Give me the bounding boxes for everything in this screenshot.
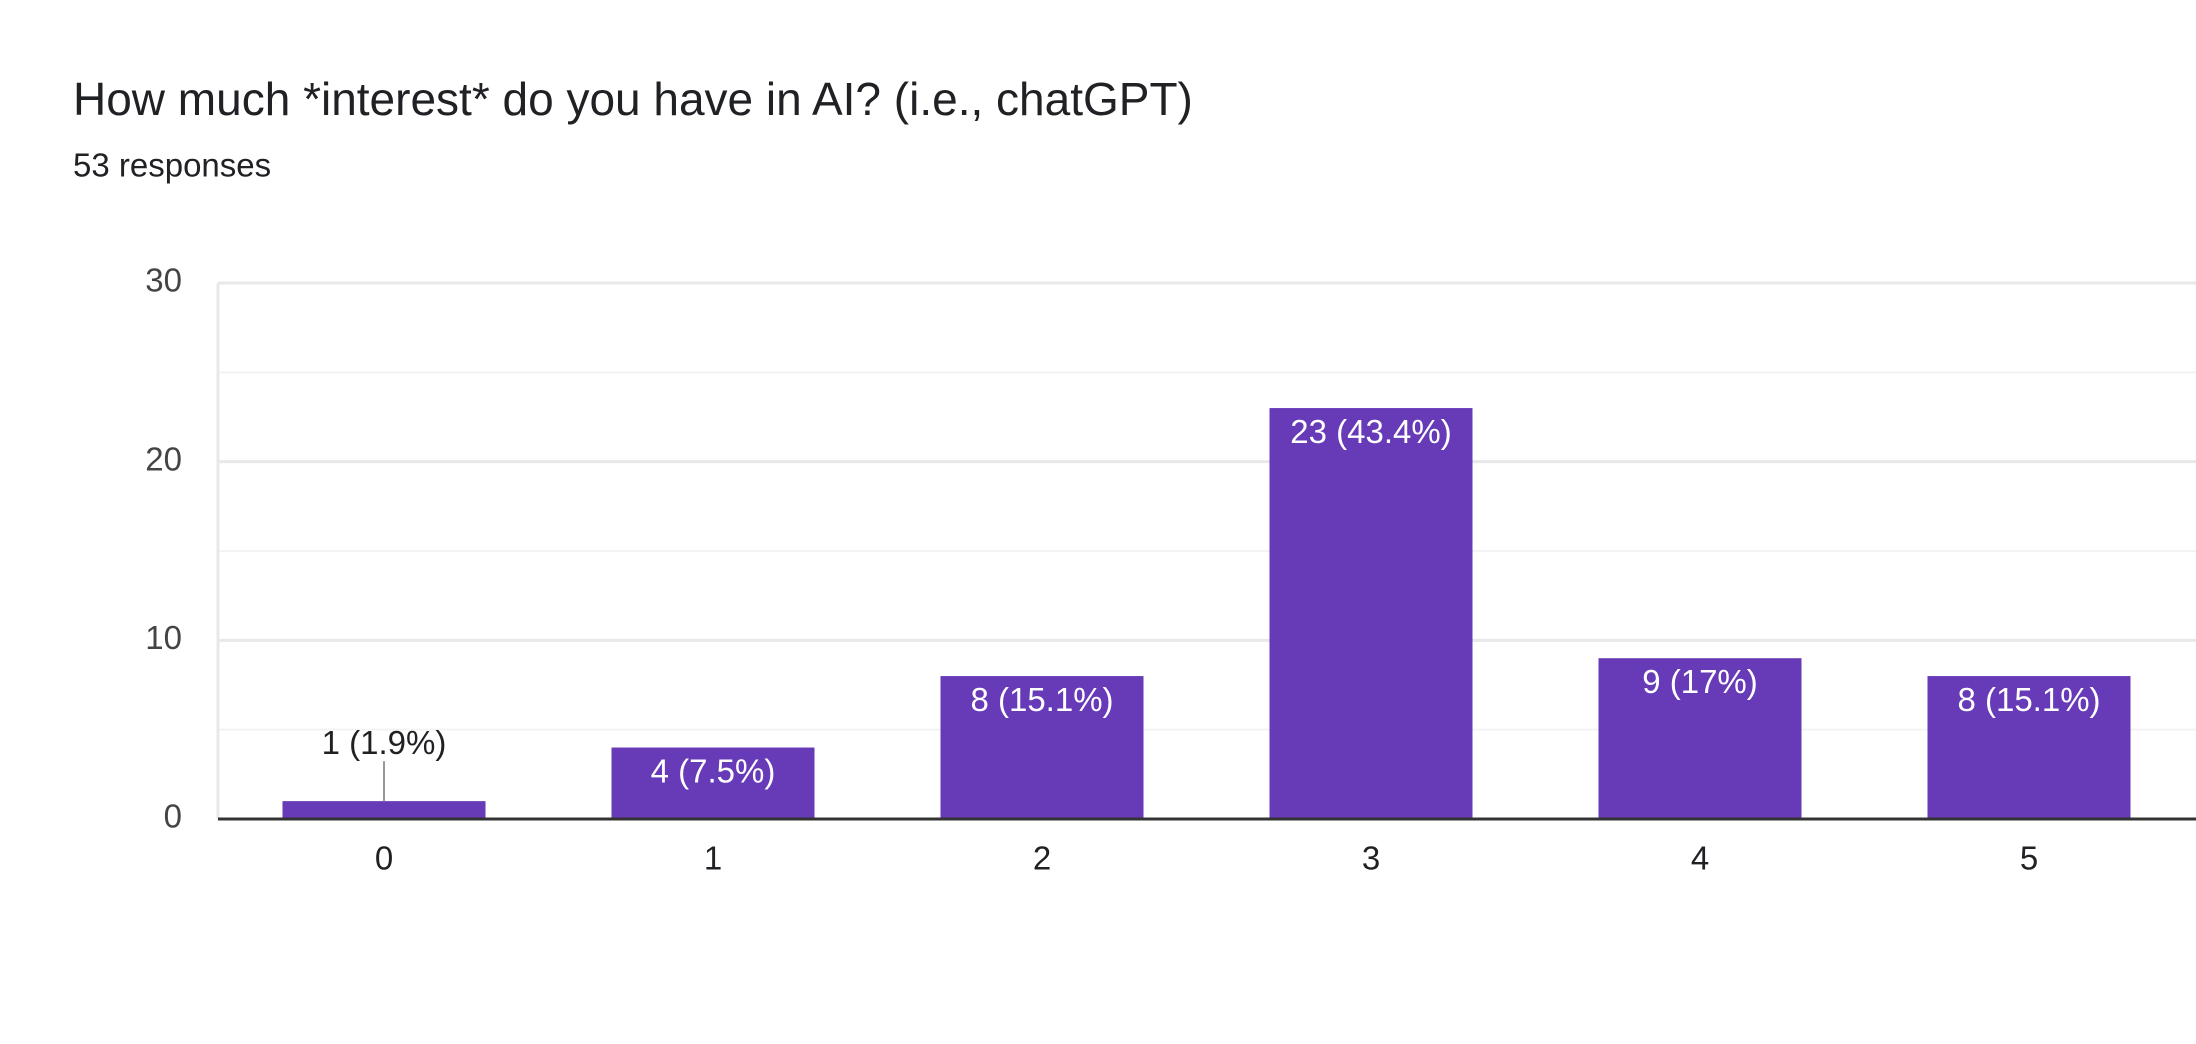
x-tick-label: 5	[2020, 840, 2038, 877]
value-label: 8 (15.1%)	[970, 681, 1113, 718]
y-tick-label: 20	[145, 440, 182, 477]
y-tick-label: 30	[145, 262, 182, 299]
bar	[1598, 658, 1802, 819]
x-tick-label: 0	[375, 840, 393, 877]
x-tick-label: 4	[1691, 840, 1709, 877]
value-label: 23 (43.4%)	[1290, 413, 1451, 450]
value-label: 1 (1.9%)	[322, 724, 447, 761]
value-label: 9 (17%)	[1642, 663, 1758, 700]
bar	[1269, 408, 1473, 819]
y-tick-label: 0	[164, 798, 182, 835]
x-tick-label: 1	[704, 840, 722, 877]
value-label: 4 (7.5%)	[651, 752, 776, 789]
value-label: 8 (15.1%)	[1957, 681, 2100, 718]
bar	[611, 747, 815, 819]
chart-subtitle: 53 responses	[73, 147, 271, 184]
bar	[940, 676, 1144, 819]
bar	[282, 801, 486, 819]
x-tick-label: 3	[1362, 840, 1380, 877]
x-tick-label: 2	[1033, 840, 1051, 877]
chart-title: How much *interest* do you have in AI? (…	[73, 73, 1193, 125]
bar	[1927, 676, 2131, 819]
y-tick-label: 10	[145, 619, 182, 656]
